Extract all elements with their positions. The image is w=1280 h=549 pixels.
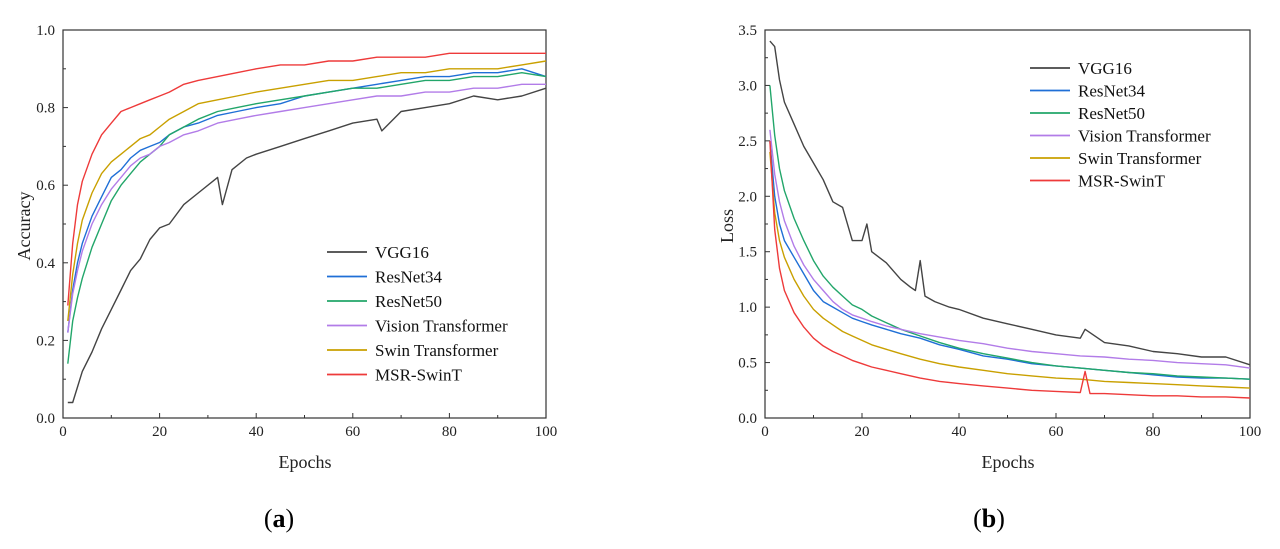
caption-a: (a) — [264, 504, 294, 533]
loss-series-line-vision-transformer — [769, 129, 1251, 369]
accuracy-y-tick-label: 0.4 — [36, 256, 55, 272]
accuracy-series-line-vision-transformer — [67, 83, 546, 333]
loss-y-tick-label: 3.5 — [738, 23, 757, 39]
accuracy-x-tick-label: 60 — [345, 424, 360, 440]
loss-legend-label-swin-transformer: Swin Transformer — [1078, 149, 1202, 168]
loss-y-tick-label: 2.0 — [738, 189, 757, 205]
loss-series-line-resnet34 — [769, 140, 1251, 380]
accuracy-y-tick-label: 1.0 — [36, 23, 55, 39]
accuracy-x-tick-label: 20 — [152, 424, 167, 440]
loss-y-tick-label: 0.0 — [738, 411, 757, 427]
loss-y-tick-label: 3.0 — [738, 78, 757, 94]
accuracy-legend: VGG16 ResNet34 ResNet50 Vision Transformer S… — [327, 243, 508, 385]
loss-y-tick-label: 1.5 — [738, 245, 757, 261]
loss-y-tick-label: 0.5 — [738, 356, 757, 372]
loss-x-tick-label: 100 — [1239, 424, 1262, 440]
loss-series-line-vgg16 — [769, 40, 1251, 366]
accuracy-x-tick-label: 0 — [59, 424, 67, 440]
caption-b: (b) — [973, 504, 1005, 533]
loss-x-tick-label: 0 — [761, 424, 769, 440]
accuracy-plot-area: 0 20 40 60 80 100 0.0 0.2 0.4 0.6 0.8 1.0 — [36, 23, 557, 440]
loss-legend-label-vision-transformer: Vision Transformer — [1078, 127, 1211, 146]
loss-x-tick-label: 60 — [1049, 424, 1064, 440]
loss-y-tick-label: 1.0 — [738, 300, 757, 316]
loss-y-tick-label: 2.5 — [738, 134, 757, 150]
accuracy-series-line-resnet34 — [67, 68, 547, 333]
accuracy-x-axis-title: Epochs — [279, 452, 332, 472]
accuracy-x-tick-label: 40 — [249, 424, 264, 440]
accuracy-x-tick-label: 100 — [535, 424, 558, 440]
loss-y-axis-title: Loss — [717, 209, 737, 243]
loss-legend-label-resnet34: ResNet34 — [1078, 82, 1146, 101]
accuracy-y-axis-title: Accuracy — [14, 192, 34, 261]
accuracy-y-tick-label: 0.6 — [36, 178, 55, 194]
accuracy-legend-label-vgg16: VGG16 — [375, 243, 429, 262]
loss-x-axis-title: Epochs — [982, 452, 1035, 472]
accuracy-y-tick-label: 0.2 — [36, 333, 55, 349]
loss-legend: VGG16 ResNet34 ResNet50 Vision Transformer S… — [1030, 59, 1211, 191]
caption-a-letter: a — [273, 504, 286, 533]
loss-plot-area: 0 20 40 60 80 100 0.0 0.5 1.0 1.5 2.0 2.5 3.0 3.5 — [738, 23, 1261, 440]
accuracy-y-tick-label: 0.8 — [36, 101, 55, 117]
accuracy-series-line-swin-transformer — [67, 60, 547, 322]
loss-x-tick-label: 20 — [855, 424, 870, 440]
loss-series-line-resnet50 — [769, 85, 1251, 380]
accuracy-series-line-msr-swint — [67, 52, 546, 306]
accuracy-x-tick-label: 80 — [442, 424, 457, 440]
accuracy-legend-label-resnet50: ResNet50 — [375, 292, 442, 311]
caption-b-letter: b — [982, 504, 996, 533]
loss-legend-label-resnet50: ResNet50 — [1078, 104, 1145, 123]
loss-chart: Epochs Loss 0 20 40 60 80 100 0.0 0.5 1.0 1.5 2.0 2… — [717, 23, 1261, 472]
accuracy-legend-label-resnet34: ResNet34 — [375, 268, 443, 287]
accuracy-series-line-vgg16 — [67, 87, 547, 404]
loss-legend-label-msr-swint: MSR-SwinT — [1078, 172, 1166, 191]
loss-series-line-swin-transformer — [769, 151, 1251, 389]
accuracy-legend-label-swin-transformer: Swin Transformer — [375, 341, 499, 360]
accuracy-legend-label-vision-transformer: Vision Transformer — [375, 317, 508, 336]
loss-legend-label-vgg16: VGG16 — [1078, 59, 1132, 78]
accuracy-chart: Epochs Accuracy 0 20 40 60 80 100 0.0 0.2 0.4 0.6… — [14, 23, 557, 472]
accuracy-series-line-resnet50 — [67, 71, 547, 364]
accuracy-legend-label-msr-swint: MSR-SwinT — [375, 366, 463, 385]
accuracy-y-tick-label: 0.0 — [36, 411, 55, 427]
loss-x-tick-label: 40 — [952, 424, 967, 440]
loss-series-line-msr-swint — [769, 140, 1251, 399]
loss-x-tick-label: 80 — [1146, 424, 1161, 440]
